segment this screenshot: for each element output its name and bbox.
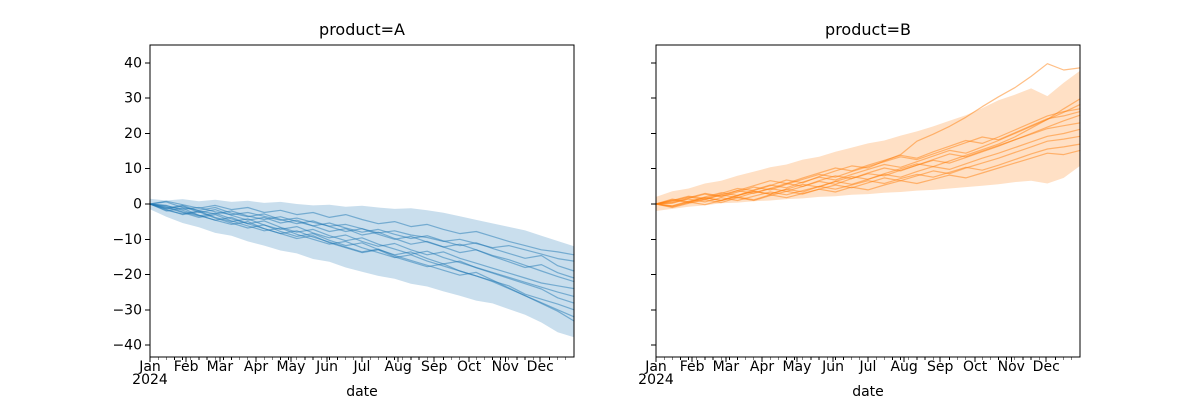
x-axis-label-product-b: date	[852, 384, 884, 400]
x-tick-label-product-a: May	[276, 359, 305, 375]
x-tick-label-product-a: Aug	[384, 359, 411, 375]
unit-line-product-a-8	[149, 203, 575, 318]
unit-line-product-a-7	[149, 203, 575, 311]
x-tick-label-product-a: Jul	[353, 359, 371, 375]
unit-line-product-b-8	[655, 135, 1081, 209]
unit-line-product-a-3	[149, 201, 575, 283]
y-tick-label-product-a: 30	[124, 91, 142, 107]
x-tick-label-product-b: Jul	[859, 359, 877, 375]
x-axis-label-product-a: date	[346, 384, 378, 400]
unit-line-product-b-6	[655, 122, 1081, 205]
x-tick-label-product-a: Mar	[207, 359, 234, 375]
x-tick-label-product-b: Apr	[750, 359, 774, 375]
x-tick-label-product-a: Sep	[421, 359, 448, 375]
unit-line-product-b-4	[655, 108, 1081, 205]
x-tick-label-product-b: Aug	[890, 359, 917, 375]
unit-line-product-b-1	[655, 63, 1081, 205]
y-tick-label-product-a: −40	[112, 338, 142, 354]
x-tick-label-product-a: Feb	[174, 359, 199, 375]
unit-line-product-a-9	[149, 203, 575, 322]
unit-line-product-a-10	[149, 200, 575, 256]
unit-line-product-a-5	[149, 203, 575, 297]
x-tick-label-product-b: Mar	[713, 359, 740, 375]
x-tick-label-product-b: Dec	[1033, 359, 1060, 375]
x-tick-label-product-a: Jan 2024	[132, 359, 168, 388]
x-tick-label-product-b: Oct	[963, 359, 988, 375]
y-tick-label-product-a: 40	[124, 55, 142, 71]
x-tick-label-product-b: Nov	[998, 359, 1025, 375]
unit-line-product-b-10	[655, 149, 1081, 207]
x-tick-label-product-a: Jun	[315, 359, 338, 375]
x-tick-label-product-a: Dec	[527, 359, 554, 375]
y-tick-label-product-a: 10	[124, 161, 142, 177]
unit-line-product-b-9	[655, 143, 1081, 205]
unit-line-product-a-11	[149, 203, 575, 279]
unit-line-product-b-11	[655, 110, 1081, 205]
y-tick-label-product-a: −30	[112, 302, 142, 318]
x-tick-label-product-b: Feb	[680, 359, 705, 375]
x-tick-year-label-product-a: 2024	[132, 372, 168, 388]
x-tick-label-product-a: Oct	[457, 359, 482, 375]
x-tick-label-product-b: May	[782, 359, 811, 375]
unit-line-product-a-2	[149, 203, 575, 272]
y-tick-label-product-a: 20	[124, 126, 142, 142]
error-band-product-a	[150, 198, 574, 338]
plot-title-product-a: product=A	[319, 20, 405, 39]
x-tick-year-label-product-b: 2024	[638, 372, 674, 388]
x-tick-label-product-a: Apr	[244, 359, 268, 375]
x-tick-label-product-a: Nov	[492, 359, 519, 375]
x-tick-label-product-b: Sep	[927, 359, 954, 375]
plot-title-product-b: product=B	[825, 20, 911, 39]
x-tick-label-product-b: Jun	[821, 359, 844, 375]
y-tick-label-product-a: −10	[112, 232, 142, 248]
y-tick-label-product-a: 0	[133, 196, 142, 212]
y-tick-label-product-a: −20	[112, 267, 142, 283]
subplot-product-a: −40 −30 −20 −10 0 10 20 30 40 Jan 2024 Feb Mar Apr May…	[112, 44, 575, 388]
